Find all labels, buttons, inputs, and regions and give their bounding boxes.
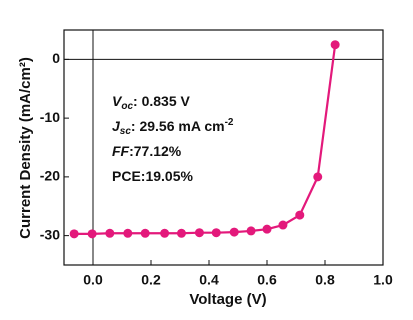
data-point xyxy=(123,228,133,238)
data-point xyxy=(160,228,170,238)
x-tick-label: 0.4 xyxy=(199,272,219,288)
data-point xyxy=(330,40,340,50)
annotation-part: : 0.835 V xyxy=(133,93,190,109)
annotation-part: J xyxy=(112,118,121,134)
annotation-part: FF xyxy=(112,143,130,159)
y-tick-label: -10 xyxy=(40,109,60,125)
x-tick-label: 0.2 xyxy=(141,272,161,288)
data-point xyxy=(313,172,323,182)
data-point xyxy=(69,229,79,239)
annotation-part: -2 xyxy=(225,117,234,128)
x-tick-label: 0.0 xyxy=(83,272,103,288)
data-point xyxy=(176,228,186,238)
x-tick-label: 0.6 xyxy=(257,272,277,288)
y-tick-label: -20 xyxy=(40,168,60,184)
annotation: Jsc: 29.56 mA cm-2 xyxy=(112,117,234,137)
x-tick-label: 0.8 xyxy=(315,272,335,288)
data-point xyxy=(140,228,150,238)
y-tick-label: -30 xyxy=(40,226,60,242)
annotation-part: sc xyxy=(120,126,132,137)
data-point xyxy=(246,226,256,236)
data-point xyxy=(278,220,288,230)
annotation-part: :77.12% xyxy=(129,143,182,159)
annotation: Voc: 0.835 V xyxy=(112,93,190,112)
annotation: FF:77.12% xyxy=(112,143,182,159)
series-line xyxy=(74,44,337,235)
data-point xyxy=(105,228,115,238)
data-point xyxy=(262,224,272,234)
x-axis-label: Voltage (V) xyxy=(189,291,266,308)
annotation: PCE:19.05% xyxy=(112,168,193,184)
data-point xyxy=(194,228,204,238)
x-tick-label: 1.0 xyxy=(373,272,393,288)
annotation-part: V xyxy=(112,93,123,109)
data-point xyxy=(211,228,221,238)
annotation-part: oc xyxy=(121,101,133,112)
y-axis-label: Current Density (mA/cm²) xyxy=(17,57,34,239)
data-point xyxy=(87,229,97,239)
annotation-part: PCE:19.05% xyxy=(112,168,193,184)
data-point xyxy=(229,227,239,237)
y-tick-label: 0 xyxy=(52,50,60,66)
plot-frame xyxy=(63,29,384,266)
annotation-part: : 29.56 mA cm xyxy=(131,118,225,134)
data-point xyxy=(295,210,305,220)
